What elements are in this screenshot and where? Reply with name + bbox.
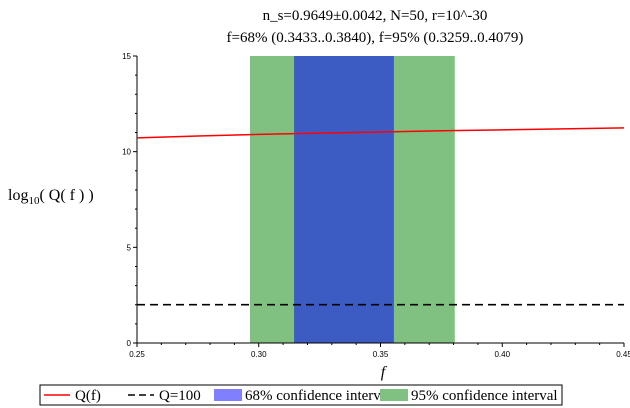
confidence-bands (249, 56, 455, 343)
y-axis-label: log10( Q( f ) ) (8, 187, 94, 207)
legend-label-3: 95% confidence interval (411, 388, 558, 404)
y-axis-label-subscript: 10 (28, 195, 40, 207)
legend-swatch-2 (214, 389, 242, 401)
x-tick-label-2: 0.35 (373, 350, 389, 359)
legend: Q(f) Q=100 68% confidence interval 95% conf… (39, 384, 563, 406)
y-axis-label-prefix: log (8, 187, 28, 204)
x-tick-label-1: 0.30 (251, 350, 267, 359)
y-tick-label-2: 10 (122, 148, 131, 157)
y-tick-label-1: 5 (127, 243, 132, 252)
legend-label-2: 68% confidence interval (245, 388, 392, 404)
x-axis-label: f (381, 364, 388, 381)
tick-labels: 0.25 0.30 0.35 0.40 0.45 0 5 10 15 (122, 52, 630, 359)
confidence-band-1 (294, 56, 394, 343)
legend-frame (39, 384, 563, 406)
series-lines (136, 127, 625, 306)
y-tick-label-0: 0 (127, 339, 132, 348)
x-tick-label-0: 0.25 (129, 350, 145, 359)
y-axis-label-body: ( Q( f ) ) (39, 187, 93, 204)
x-tick-label-4: 0.45 (616, 350, 630, 359)
chart-title-line2: f=68% (0.3433..0.3840), f=95% (0.3259..0… (227, 30, 524, 46)
legend-swatch-3 (380, 389, 408, 401)
legend-label-1: Q=100 (159, 388, 201, 404)
axes (133, 55, 625, 347)
x-tick-label-3: 0.40 (494, 350, 510, 359)
series-line-0 (136, 127, 625, 139)
y-tick-label-3: 15 (122, 52, 131, 61)
chart-title-line1: n_s=0.9649±0.0042, N=50, r=10^-30 (263, 8, 488, 24)
legend-label-0: Q(f) (75, 388, 101, 404)
